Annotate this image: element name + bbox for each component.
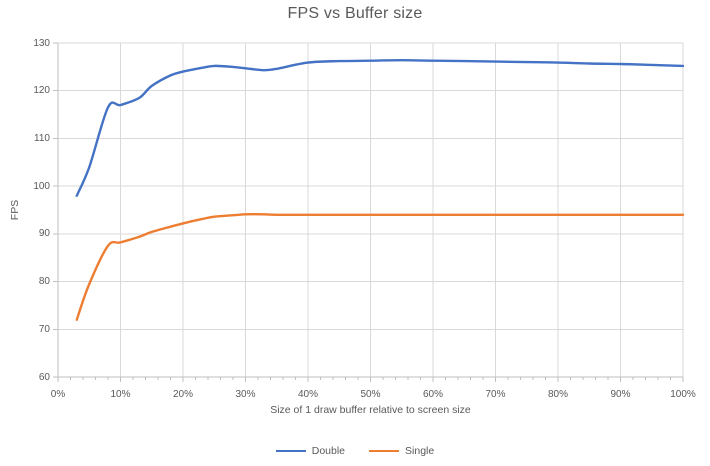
x-tick-label-50%: 50%	[360, 389, 381, 400]
legend-item-double[interactable]: Double	[275, 445, 346, 457]
series-line-double[interactable]	[75, 58, 685, 197]
series-line-single[interactable]	[75, 212, 685, 321]
x-tick-label-20%: 20%	[172, 389, 193, 400]
x-tick-label-40%: 40%	[297, 389, 318, 400]
x-tick-label-70%: 70%	[485, 389, 506, 400]
y-tick-label-80: 80	[38, 276, 50, 288]
y-tick-label-110: 110	[34, 132, 50, 144]
y-tick-label-100: 100	[33, 180, 50, 192]
x-tick-label-90%: 90%	[610, 389, 631, 400]
double-series-line-swatch	[275, 449, 306, 453]
legend: Double Single	[0, 442, 710, 460]
chart-title: FPS vs Buffer size	[287, 5, 423, 22]
y-tick-label-130: 130	[33, 37, 50, 49]
x-tick-label-10%: 10%	[110, 389, 131, 400]
legend-label-single: Single	[405, 445, 435, 457]
legend-label-double: Double	[311, 445, 346, 457]
y-tick-label-70: 70	[38, 323, 50, 335]
y-axis-title: FPS	[9, 199, 21, 221]
y-tick-label-60: 60	[38, 371, 50, 383]
x-tick-label-30%: 30%	[235, 389, 256, 400]
y-tick-label-120: 120	[33, 85, 50, 97]
y-tick-label-90: 90	[38, 228, 50, 240]
x-axis-title: Size of 1 draw buffer relative to screen…	[270, 404, 471, 416]
x-tick-label-100%: 100%	[670, 389, 696, 400]
x-tick-label-0%: 0%	[50, 389, 66, 400]
single-series-line-swatch	[369, 449, 400, 453]
legend-item-single[interactable]: Single	[369, 445, 434, 457]
x-tick-label-60%: 60%	[422, 389, 443, 400]
x-tick-label-80%: 80%	[547, 389, 568, 400]
